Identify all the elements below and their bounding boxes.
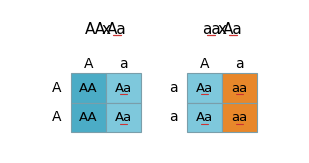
- Text: Aa: Aa: [223, 22, 243, 37]
- Bar: [222, 74, 257, 103]
- Text: Aa: Aa: [115, 111, 132, 124]
- Text: A: A: [84, 57, 93, 71]
- Bar: [188, 74, 222, 103]
- Text: aa: aa: [232, 111, 248, 124]
- Text: x: x: [218, 22, 227, 37]
- Text: x: x: [102, 22, 111, 37]
- Text: a: a: [170, 81, 178, 95]
- Text: Aa: Aa: [115, 82, 132, 95]
- Text: aa: aa: [202, 22, 221, 37]
- Bar: [106, 103, 141, 132]
- Text: a: a: [235, 57, 244, 71]
- Text: A: A: [200, 57, 210, 71]
- Text: AA: AA: [79, 111, 98, 124]
- Text: aa: aa: [232, 82, 248, 95]
- Bar: [71, 103, 106, 132]
- Bar: [106, 74, 141, 103]
- Text: AA: AA: [79, 82, 98, 95]
- Text: Aa: Aa: [107, 22, 127, 37]
- Text: AA: AA: [85, 22, 106, 37]
- Bar: [222, 103, 257, 132]
- Text: a: a: [119, 57, 128, 71]
- Text: Aa: Aa: [196, 82, 214, 95]
- Text: A: A: [52, 81, 62, 95]
- Text: a: a: [170, 110, 178, 124]
- Bar: [71, 74, 106, 103]
- Text: A: A: [52, 110, 62, 124]
- Bar: [188, 103, 222, 132]
- Text: Aa: Aa: [196, 111, 214, 124]
